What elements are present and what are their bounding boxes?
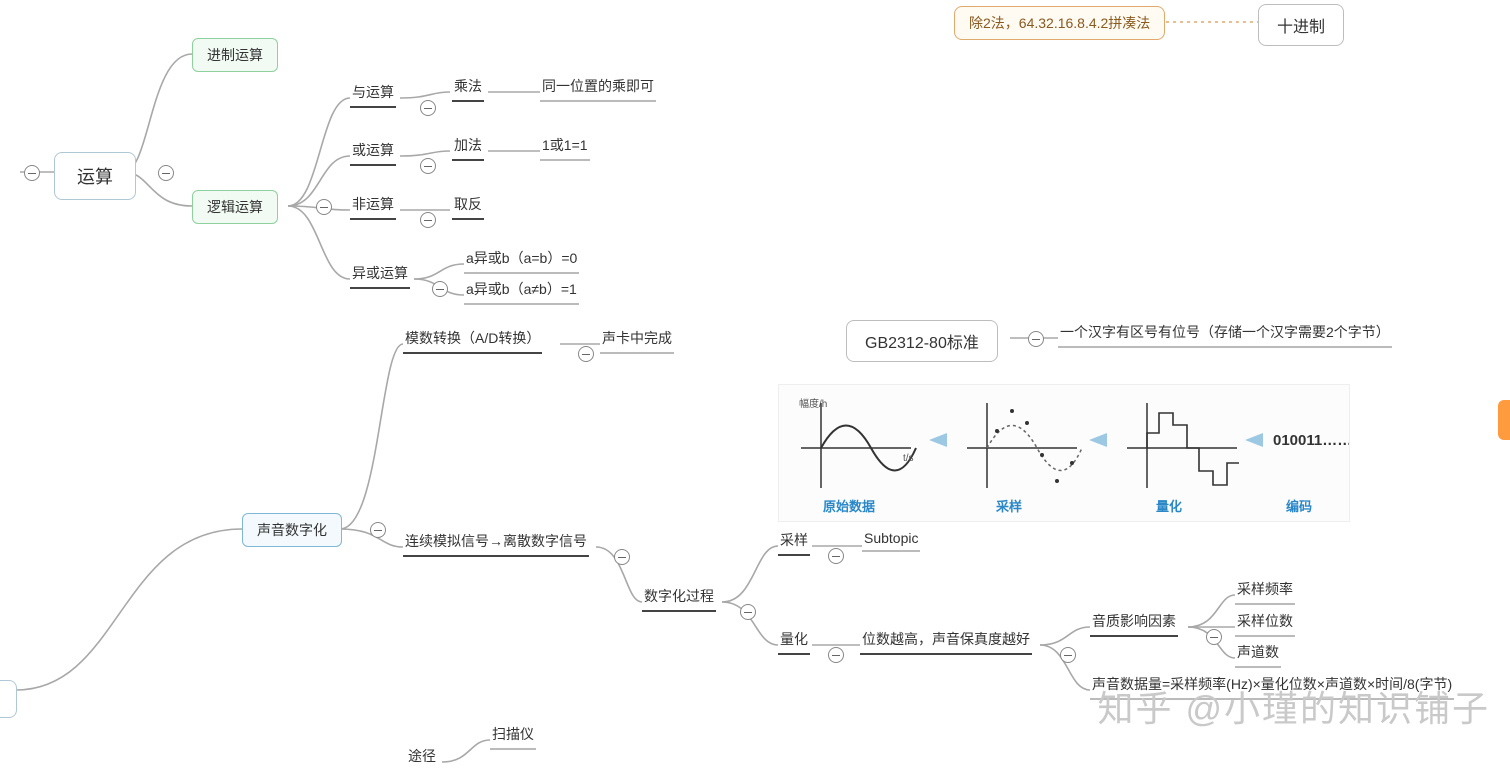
node-scanner[interactable]: 扫描仪: [490, 724, 536, 750]
collapse-root-left[interactable]: [24, 165, 40, 181]
collapse-ad[interactable]: [578, 346, 594, 362]
collapse-luoji[interactable]: [316, 199, 332, 215]
node-decimal[interactable]: 十进制: [1258, 4, 1344, 46]
diag-label-3: 编码: [1249, 496, 1349, 515]
collapse-root[interactable]: [158, 165, 174, 181]
label-and-note: 同一位置的乘即可: [542, 76, 654, 96]
collapse-factors[interactable]: [1206, 629, 1222, 645]
label-quant-note: 位数越高，声音保真度越好: [862, 629, 1030, 649]
label-factor-0: 采样频率: [1237, 579, 1293, 599]
label-jinzhi: 进制运算: [207, 45, 263, 65]
collapse-or[interactable]: [420, 158, 436, 174]
collapse-xor[interactable]: [432, 281, 448, 297]
node-ad[interactable]: 模数转换（A/D转换）: [403, 328, 542, 354]
svg-text:t/s: t/s: [903, 453, 914, 464]
node-gb2312[interactable]: GB2312-80标准: [846, 320, 998, 362]
node-path[interactable]: 途径: [406, 746, 438, 768]
collapse-sound[interactable]: [370, 522, 386, 538]
node-jinzhi[interactable]: 进制运算: [192, 38, 278, 72]
node-factors[interactable]: 音质影响因素: [1090, 611, 1178, 637]
node-quant[interactable]: 量化: [778, 629, 810, 655]
collapse-not[interactable]: [420, 212, 436, 228]
node-not[interactable]: 非运算: [350, 194, 396, 220]
label-quant: 量化: [780, 629, 808, 649]
collapse-quant-note[interactable]: [1060, 647, 1076, 663]
node-formula[interactable]: 声音数据量=采样频率(Hz)×量化位数×声道数×时间/8(字节): [1090, 674, 1454, 700]
root-stub-left: [0, 680, 17, 718]
label-xor-l1: a异或b（a=b）=0: [466, 248, 577, 268]
root-label: 运算: [77, 163, 113, 189]
collapse-signal[interactable]: [614, 549, 630, 565]
label-or-op: 加法: [454, 135, 482, 155]
node-quant-note[interactable]: 位数越高，声音保真度越好: [860, 629, 1032, 655]
node-factor-0[interactable]: 采样频率: [1235, 579, 1295, 605]
diag-label-2: 量化: [1099, 496, 1239, 515]
label-sample-sub: Subtopic: [864, 530, 918, 546]
label-process: 数字化过程: [644, 586, 714, 606]
label-ad-note: 声卡中完成: [602, 328, 672, 348]
label-or-note: 1或1=1: [542, 135, 588, 155]
node-factor-1[interactable]: 采样位数: [1235, 611, 1295, 637]
node-or-note[interactable]: 1或1=1: [540, 135, 590, 161]
side-tab-right[interactable]: [1498, 400, 1510, 440]
digitization-diagram: t/s 幅度/h 010011…… 原始数据 采样 量化 编码: [778, 384, 1350, 522]
node-and[interactable]: 与运算: [350, 82, 396, 108]
node-and-note[interactable]: 同一位置的乘即可: [540, 76, 656, 102]
collapse-sample[interactable]: [828, 548, 844, 564]
label-or: 或运算: [352, 140, 394, 160]
label-luoji: 逻辑运算: [207, 197, 263, 217]
node-xor[interactable]: 异或运算: [350, 263, 410, 289]
node-sample-sub[interactable]: Subtopic: [862, 530, 920, 552]
label-gb2312: GB2312-80标准: [865, 329, 979, 353]
node-sample[interactable]: 采样: [778, 530, 810, 556]
node-process[interactable]: 数字化过程: [642, 586, 716, 612]
node-ad-note[interactable]: 声卡中完成: [600, 328, 674, 354]
label-not-op: 取反: [454, 194, 482, 214]
node-gb-note[interactable]: 一个汉字有区号有位号（存储一个汉字需要2个字节）: [1058, 322, 1392, 348]
label-gb-note: 一个汉字有区号有位号（存储一个汉字需要2个字节）: [1060, 322, 1390, 342]
label-sample: 采样: [780, 530, 808, 550]
label-and: 与运算: [352, 82, 394, 102]
node-signal[interactable]: 连续模拟信号→离散数字信号: [403, 531, 589, 557]
diag-label-1: 采样: [939, 496, 1079, 515]
label-not: 非运算: [352, 194, 394, 214]
label-path: 途径: [408, 746, 436, 766]
diagram-encoded-text: 010011……: [1273, 432, 1349, 449]
label-xor-l2: a异或b（a≠b）=1: [466, 279, 577, 299]
svg-text:幅度/h: 幅度/h: [799, 397, 827, 410]
node-or-op[interactable]: 加法: [452, 135, 484, 161]
node-sound[interactable]: 声音数字化: [242, 513, 342, 547]
label-factors: 音质影响因素: [1092, 611, 1176, 631]
node-and-op[interactable]: 乘法: [452, 76, 484, 102]
root-node[interactable]: 运算: [54, 152, 136, 200]
collapse-and[interactable]: [420, 100, 436, 116]
label-factor-1: 采样位数: [1237, 611, 1293, 631]
collapse-gb[interactable]: [1028, 331, 1044, 347]
label-xor: 异或运算: [352, 263, 408, 283]
label-factor-2: 声道数: [1237, 642, 1279, 662]
diag-label-0: 原始数据: [779, 496, 919, 515]
node-xor-l1[interactable]: a异或b（a=b）=0: [464, 248, 579, 274]
label-ad: 模数转换（A/D转换）: [405, 328, 540, 348]
node-not-op[interactable]: 取反: [452, 194, 484, 220]
label-divide2: 除2法，64.32.16.8.4.2拼凑法: [969, 13, 1150, 33]
label-and-op: 乘法: [454, 76, 482, 96]
node-or[interactable]: 或运算: [350, 140, 396, 166]
label-formula: 声音数据量=采样频率(Hz)×量化位数×声道数×时间/8(字节): [1092, 674, 1452, 694]
node-divide2[interactable]: 除2法，64.32.16.8.4.2拼凑法: [954, 6, 1165, 40]
collapse-quant[interactable]: [828, 647, 844, 663]
label-scanner: 扫描仪: [492, 724, 534, 744]
node-xor-l2[interactable]: a异或b（a≠b）=1: [464, 279, 579, 305]
label-signal: 连续模拟信号→离散数字信号: [405, 531, 587, 551]
label-decimal: 十进制: [1277, 13, 1325, 37]
node-factor-2[interactable]: 声道数: [1235, 642, 1281, 668]
label-sound: 声音数字化: [257, 520, 327, 540]
collapse-process[interactable]: [740, 604, 756, 620]
mindmap-canvas[interactable]: 运算 进制运算 逻辑运算 与运算 乘法 同一位置的乘即可 或运算 加法 1或1=…: [0, 0, 1510, 768]
node-luoji[interactable]: 逻辑运算: [192, 190, 278, 224]
